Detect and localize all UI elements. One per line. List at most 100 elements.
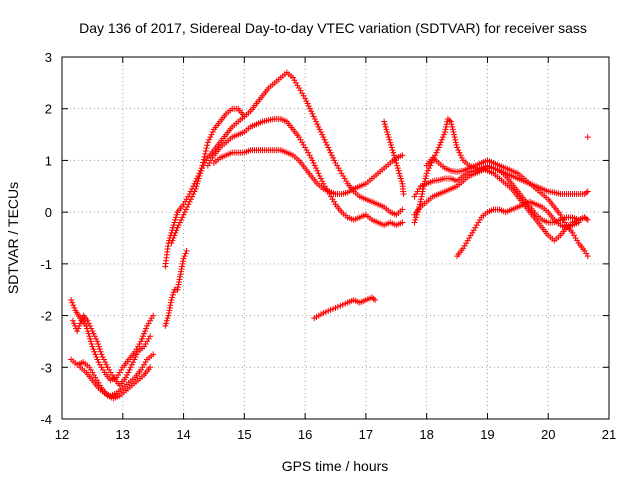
data-point (390, 149, 397, 156)
data-point (436, 141, 443, 148)
data-point (179, 263, 186, 270)
data-point (456, 149, 463, 156)
y-tick-label: 0 (45, 205, 52, 220)
data-point (92, 351, 99, 358)
y-tick-label: 1 (45, 153, 52, 168)
data-point (320, 134, 327, 141)
data-point (208, 131, 215, 138)
data-point (304, 100, 311, 107)
data-point (97, 348, 104, 355)
data-point (441, 128, 448, 135)
data-point (316, 172, 323, 179)
data-point (74, 328, 81, 335)
data-point (142, 328, 149, 335)
data-point (89, 328, 96, 335)
data-point (383, 126, 390, 133)
data-point (93, 353, 100, 360)
data-point (434, 147, 441, 154)
data-point (200, 156, 207, 163)
data-point (319, 178, 326, 185)
x-tick-label: 15 (237, 427, 251, 442)
data-point (384, 128, 391, 135)
data-point (433, 149, 440, 156)
series-trace-k (381, 118, 407, 198)
data-point (325, 144, 332, 151)
data-point (173, 227, 180, 234)
data-point (190, 191, 197, 198)
data-point (424, 167, 431, 174)
data-point (202, 150, 209, 157)
data-point (387, 139, 394, 146)
data-point (167, 299, 174, 306)
data-point (133, 351, 140, 358)
data-point (389, 147, 396, 154)
data-point (186, 198, 193, 205)
data-point (319, 131, 326, 138)
data-point (418, 196, 425, 203)
data-point (86, 333, 93, 340)
data-point (93, 335, 100, 342)
data-point (386, 136, 393, 143)
data-point (78, 317, 85, 324)
data-point (411, 219, 418, 226)
data-point (150, 351, 157, 358)
data-point (311, 162, 318, 169)
data-point (416, 201, 423, 208)
data-point (70, 302, 77, 309)
data-point (327, 149, 334, 156)
data-point (584, 253, 591, 260)
data-point (184, 203, 191, 210)
data-point (174, 224, 181, 231)
data-point (584, 216, 591, 223)
data-point (317, 128, 324, 135)
data-point (147, 333, 154, 340)
data-point (170, 235, 177, 241)
data-point (176, 219, 183, 226)
data-points (68, 69, 591, 402)
data-point (423, 172, 430, 179)
data-point (172, 214, 179, 221)
data-point (91, 348, 98, 355)
data-point (99, 353, 106, 360)
data-point (150, 312, 157, 319)
data-point (453, 141, 460, 148)
data-point (423, 170, 430, 177)
data-point (198, 165, 205, 172)
series-trace-g (168, 105, 248, 247)
data-point (91, 333, 98, 340)
chart-title: Day 136 of 2017, Sidereal Day-to-day VTE… (79, 20, 587, 36)
data-point (88, 341, 95, 348)
data-point (77, 320, 84, 327)
data-point (85, 330, 92, 337)
series-trace-n (411, 165, 591, 226)
data-point (165, 309, 172, 316)
data-point (193, 183, 200, 190)
series-trace-i (210, 147, 406, 198)
data-point (387, 141, 394, 148)
series-trace-h (204, 116, 406, 229)
data-point (451, 131, 458, 138)
data-point (85, 320, 92, 327)
data-point (130, 359, 137, 366)
data-point (442, 126, 449, 133)
data-point (400, 191, 407, 198)
series-trace-b (69, 312, 154, 389)
data-point (384, 131, 391, 138)
data-point (126, 366, 133, 373)
data-point (71, 304, 78, 311)
data-point (89, 343, 96, 350)
data-point (422, 175, 429, 182)
data-point (127, 364, 134, 371)
data-point (169, 294, 176, 301)
data-point (138, 338, 145, 345)
data-point (103, 361, 110, 368)
data-point (455, 147, 462, 154)
data-point (69, 299, 76, 306)
data-point (458, 154, 465, 161)
data-point (417, 198, 424, 205)
data-point (177, 271, 184, 278)
data-point (306, 105, 313, 112)
data-point (179, 214, 186, 221)
data-point (452, 139, 459, 146)
